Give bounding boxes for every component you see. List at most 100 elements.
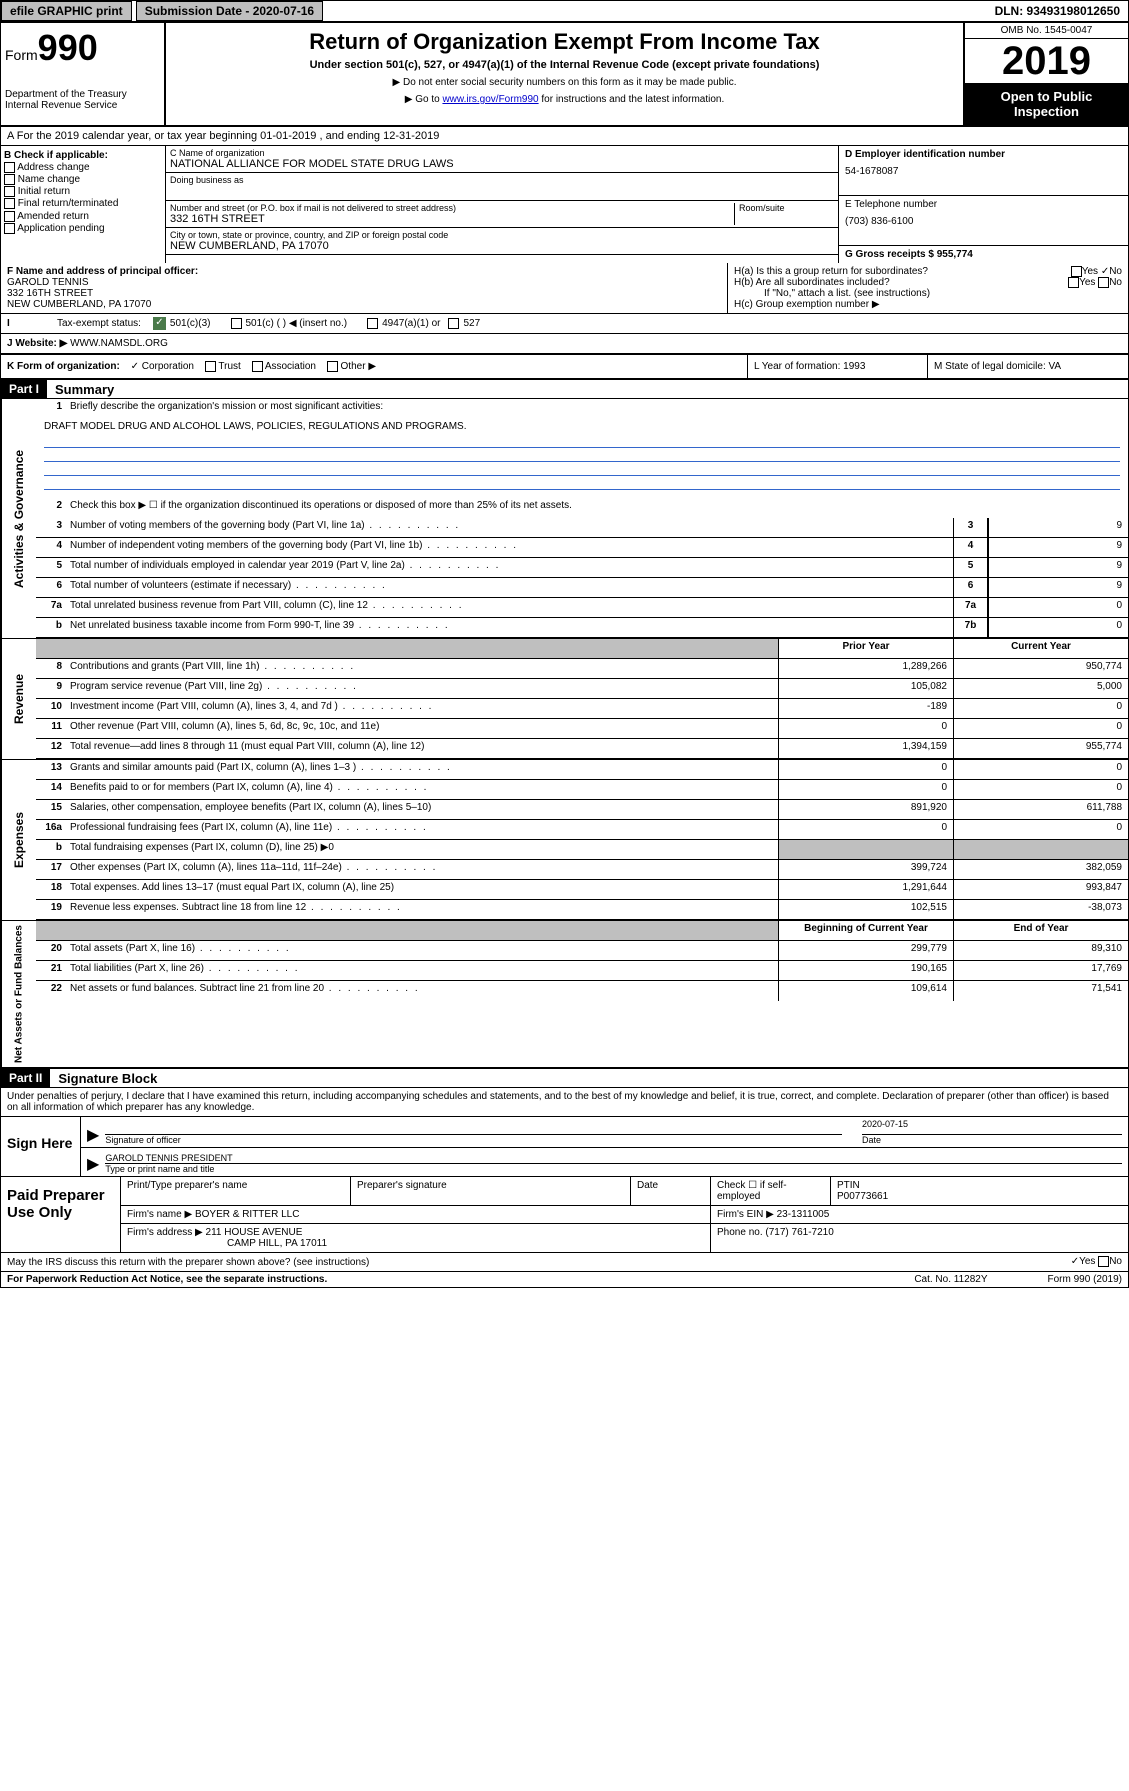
street-address: 332 16TH STREET xyxy=(170,213,734,225)
discuss-no-checkbox[interactable] xyxy=(1098,1256,1109,1267)
l22-begin: 109,614 xyxy=(778,981,953,1001)
application-checkbox[interactable] xyxy=(4,223,15,234)
firm-addr: 211 HOUSE AVENUE xyxy=(206,1227,303,1238)
firm-name: BOYER & RITTER LLC xyxy=(195,1209,299,1220)
tax-year: 2019 xyxy=(965,39,1128,83)
l21-begin: 190,165 xyxy=(778,961,953,980)
l20-begin: 299,779 xyxy=(778,941,953,960)
501c3-checkbox[interactable]: ✓ xyxy=(153,317,166,330)
form-note1: ▶ Do not enter social security numbers o… xyxy=(172,77,957,88)
l18-current: 993,847 xyxy=(953,880,1128,899)
name-change-checkbox[interactable] xyxy=(4,174,15,185)
4947-checkbox[interactable] xyxy=(367,318,378,329)
revenue-section: Revenue Prior Year Current Year 8 Contri… xyxy=(1,639,1128,760)
l12-prior: 1,394,159 xyxy=(778,739,953,758)
tax-exempt-row: I Tax-exempt status: ✓501(c)(3) 501(c) (… xyxy=(1,314,1128,334)
part1-header: Part I Summary xyxy=(1,380,1128,399)
l10-current: 0 xyxy=(953,699,1128,718)
corp-checkbox[interactable]: ✓ xyxy=(131,361,139,372)
netassets-label: Net Assets or Fund Balances xyxy=(1,921,36,1067)
l10-prior: -189 xyxy=(778,699,953,718)
omb-number: OMB No. 1545-0047 xyxy=(965,23,1128,39)
l18-prior: 1,291,644 xyxy=(778,880,953,899)
penalty-text: Under penalties of perjury, I declare th… xyxy=(1,1088,1128,1116)
expenses-label: Expenses xyxy=(1,760,36,920)
l8-prior: 1,289,266 xyxy=(778,659,953,678)
form-prefix: Form xyxy=(5,47,38,63)
city-state-zip: NEW CUMBERLAND, PA 17070 xyxy=(170,240,834,252)
website-row: J Website: ▶ WWW.NAMSDL.ORG xyxy=(1,334,1128,355)
form-number: 990 xyxy=(38,27,98,68)
form-ref: Form 990 (2019) xyxy=(1048,1274,1122,1285)
netassets-section: Net Assets or Fund Balances Beginning of… xyxy=(1,921,1128,1069)
form-subtitle: Under section 501(c), 527, or 4947(a)(1)… xyxy=(172,59,957,71)
header-left: Form990 Department of the Treasury Inter… xyxy=(1,23,166,125)
ein: 54-1678087 xyxy=(845,166,1122,177)
initial-return-checkbox[interactable] xyxy=(4,186,15,197)
mission-text: DRAFT MODEL DRUG AND ALCOHOL LAWS, POLIC… xyxy=(36,419,1128,434)
l5-value: 9 xyxy=(988,558,1128,577)
hb-yes-checkbox[interactable] xyxy=(1068,277,1079,288)
l20-end: 89,310 xyxy=(953,941,1128,960)
ha-yes-checkbox[interactable] xyxy=(1071,266,1082,277)
amended-checkbox[interactable] xyxy=(4,211,15,222)
l9-current: 5,000 xyxy=(953,679,1128,698)
l16a-current: 0 xyxy=(953,820,1128,839)
l19-prior: 102,515 xyxy=(778,900,953,919)
form-header: Form990 Department of the Treasury Inter… xyxy=(1,23,1128,127)
ha-no-checkbox[interactable]: ✓ xyxy=(1101,266,1109,277)
bottom-row: For Paperwork Reduction Act Notice, see … xyxy=(1,1272,1128,1287)
sign-here-block: Sign Here ▶ Signature of officer 2020-07… xyxy=(1,1116,1128,1176)
blue-line xyxy=(44,434,1120,448)
l19-current: -38,073 xyxy=(953,900,1128,919)
l11-current: 0 xyxy=(953,719,1128,738)
gross-receipts: G Gross receipts $ 955,774 xyxy=(845,249,973,260)
l14-current: 0 xyxy=(953,780,1128,799)
revenue-label: Revenue xyxy=(1,639,36,759)
governance-section: Activities & Governance 1 Briefly descri… xyxy=(1,399,1128,639)
preparer-phone: (717) 761-7210 xyxy=(765,1227,833,1238)
paid-preparer-block: Paid Preparer Use Only Print/Type prepar… xyxy=(1,1176,1128,1253)
col-de: D Employer identification number 54-1678… xyxy=(838,146,1128,263)
firm-ein: 23-1311005 xyxy=(777,1209,830,1220)
row-fh: F Name and address of principal officer:… xyxy=(1,263,1128,314)
l11-prior: 0 xyxy=(778,719,953,738)
l9-prior: 105,082 xyxy=(778,679,953,698)
col-b-checkboxes: B Check if applicable: Address change Na… xyxy=(1,146,166,263)
arrow-icon: ▶ xyxy=(87,1125,99,1145)
year-formation: L Year of formation: 1993 xyxy=(748,355,928,378)
discuss-yes-checkbox[interactable]: ✓ xyxy=(1071,1257,1079,1268)
l21-end: 17,769 xyxy=(953,961,1128,980)
cat-no: Cat. No. 11282Y xyxy=(914,1274,987,1285)
col-f: F Name and address of principal officer:… xyxy=(1,263,728,313)
irs-link[interactable]: www.irs.gov/Form990 xyxy=(442,94,538,105)
submission-date-button[interactable]: Submission Date - 2020-07-16 xyxy=(136,1,323,21)
sign-date: 2020-07-15 xyxy=(862,1119,1122,1135)
state-domicile: M State of legal domicile: VA xyxy=(928,355,1128,378)
officer-name: GAROLD TENNIS xyxy=(7,277,721,288)
header-mid: Return of Organization Exempt From Incom… xyxy=(166,23,963,125)
line-a: A For the 2019 calendar year, or tax yea… xyxy=(1,127,1128,146)
efile-button[interactable]: efile GRAPHIC print xyxy=(1,1,132,21)
501c-checkbox[interactable] xyxy=(231,318,242,329)
header-right: OMB No. 1545-0047 2019 Open to Public In… xyxy=(963,23,1128,125)
addr-change-checkbox[interactable] xyxy=(4,162,15,173)
col-c: C Name of organization NATIONAL ALLIANCE… xyxy=(166,146,838,263)
form-note2: ▶ Go to www.irs.gov/Form990 for instruct… xyxy=(172,94,957,105)
l4-value: 9 xyxy=(988,538,1128,557)
l16a-prior: 0 xyxy=(778,820,953,839)
col-h: H(a) Is this a group return for subordin… xyxy=(728,263,1128,313)
other-checkbox[interactable] xyxy=(327,361,338,372)
org-name: NATIONAL ALLIANCE FOR MODEL STATE DRUG L… xyxy=(170,158,834,170)
hb-no-checkbox[interactable] xyxy=(1098,277,1109,288)
dln-label: DLN: 93493198012650 xyxy=(995,4,1128,18)
final-return-checkbox[interactable] xyxy=(4,198,15,209)
entity-block: B Check if applicable: Address change Na… xyxy=(1,146,1128,263)
l13-current: 0 xyxy=(953,760,1128,779)
trust-checkbox[interactable] xyxy=(205,361,216,372)
part2-header: Part II Signature Block xyxy=(1,1069,1128,1088)
department-label: Department of the Treasury Internal Reve… xyxy=(5,89,160,111)
527-checkbox[interactable] xyxy=(448,318,459,329)
l14-prior: 0 xyxy=(778,780,953,799)
assoc-checkbox[interactable] xyxy=(252,361,263,372)
